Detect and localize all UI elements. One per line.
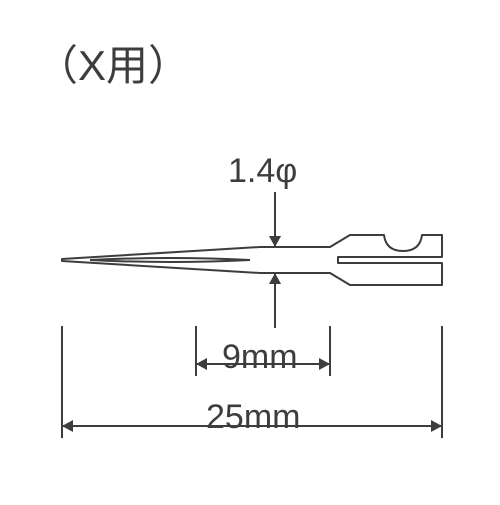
diagram-stage: （X用） 1.4φ 9mm 25mm xyxy=(0,0,500,500)
blade-arrow-left xyxy=(196,358,207,370)
diameter-label: 1.4φ xyxy=(228,152,297,191)
diameter-arrowhead-bottom xyxy=(269,273,281,284)
diameter-arrowhead-top xyxy=(269,236,281,247)
overall-arrow-right xyxy=(431,420,442,432)
header-label: （X用） xyxy=(36,32,190,93)
overall-arrow-left xyxy=(62,420,73,432)
blade-arrow-right xyxy=(319,358,330,370)
needle-outline xyxy=(62,235,442,285)
overall-length-label: 25mm xyxy=(206,398,300,437)
blade-length-label: 9mm xyxy=(222,338,298,377)
